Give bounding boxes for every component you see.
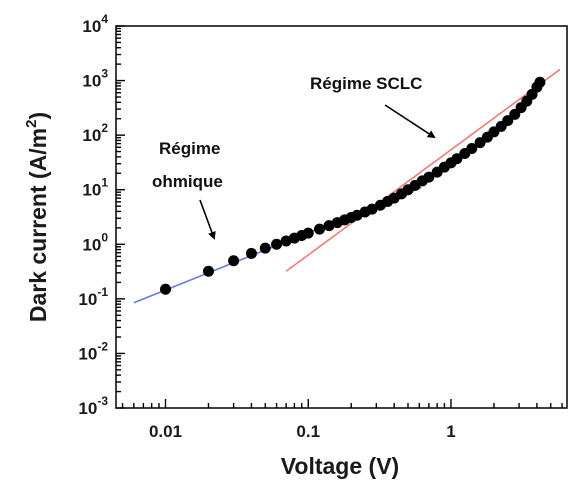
data-point bbox=[466, 142, 478, 154]
y-tick-label: 10-1 bbox=[78, 285, 108, 309]
x-tick-label: 1 bbox=[446, 422, 455, 441]
data-point bbox=[271, 238, 283, 250]
data-point bbox=[245, 247, 257, 259]
x-tick-label: 0.1 bbox=[296, 422, 320, 441]
annotation-sclc-arrow bbox=[384, 104, 436, 139]
annotation-sclc-label: Régime SCLC bbox=[310, 74, 422, 93]
data-point bbox=[423, 171, 435, 183]
annotation-ohmic-line2: ohmique bbox=[152, 172, 223, 191]
y-tick-label: 102 bbox=[82, 121, 108, 145]
data-point bbox=[259, 242, 271, 254]
y-tick-label: 10-3 bbox=[78, 394, 108, 418]
data-points bbox=[159, 76, 546, 295]
y-axis-title: Dark current (A/m2) bbox=[23, 112, 51, 322]
y-tick-label: 100 bbox=[82, 230, 108, 254]
y-axis-title-main: Dark current (A/m bbox=[25, 128, 51, 322]
fit-line-2 bbox=[285, 68, 561, 272]
y-tick-label: 104 bbox=[82, 12, 108, 36]
data-point bbox=[534, 76, 546, 88]
x-tick-label: 0.01 bbox=[149, 422, 182, 441]
y-tick-label: 10-2 bbox=[78, 339, 108, 363]
y-axis-title-sup: 2 bbox=[23, 120, 40, 128]
x-axis-title: Voltage (V) bbox=[281, 453, 399, 479]
data-point bbox=[302, 227, 314, 239]
data-point bbox=[314, 223, 326, 235]
y-tick-label: 103 bbox=[82, 67, 108, 91]
plot-frame bbox=[115, 25, 568, 409]
annotation-ohmic: Régime ohmique bbox=[152, 139, 223, 240]
data-point bbox=[202, 265, 214, 277]
y-tick-label: 101 bbox=[82, 176, 108, 200]
x-axis: 0.01 0.1 1 bbox=[121, 399, 563, 441]
data-point bbox=[451, 153, 463, 165]
annotation-sclc: Régime SCLC bbox=[310, 74, 436, 139]
y-axis: 10-3 10-2 10-1 100 101 102 103 104 bbox=[78, 12, 125, 418]
data-point bbox=[280, 235, 292, 247]
y-axis-title-end: ) bbox=[25, 112, 51, 120]
data-point bbox=[323, 220, 335, 232]
data-point bbox=[366, 203, 378, 215]
annotation-ohmic-arrow bbox=[199, 199, 216, 240]
annotation-ohmic-line1: Régime bbox=[159, 139, 220, 158]
data-point bbox=[159, 283, 171, 295]
data-point bbox=[228, 255, 240, 267]
